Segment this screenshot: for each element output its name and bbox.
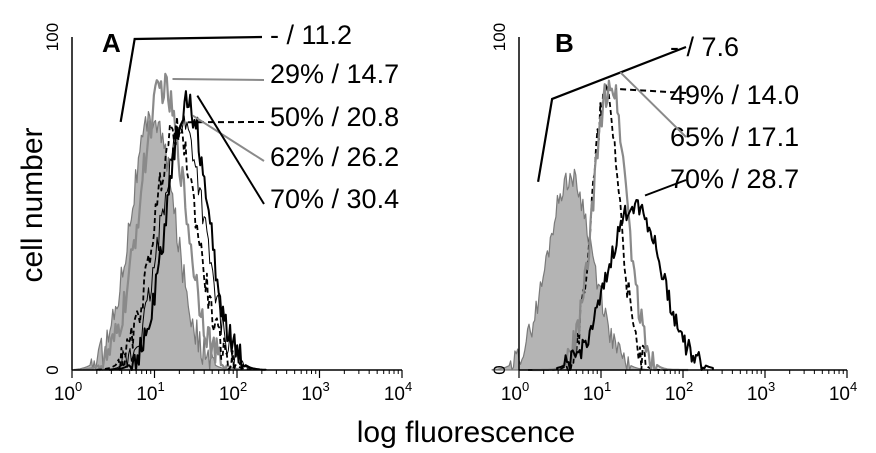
x-tick-label: 100 <box>501 379 529 405</box>
series-label: 65% / 17.1 <box>670 122 799 152</box>
panel-label: A <box>102 28 121 58</box>
leader-line <box>172 77 265 81</box>
leader-line <box>192 114 265 162</box>
x-tick-label: 101 <box>136 379 164 405</box>
series-label: 70% / 30.4 <box>270 184 399 214</box>
x-tick-label: 103 <box>301 379 329 405</box>
histogram-filled-gray <box>73 111 232 371</box>
x-tick-label: 102 <box>665 379 693 405</box>
panel-label: B <box>555 28 574 58</box>
x-tick-label: 100 <box>54 379 82 405</box>
series-label: - / 11.2 <box>270 20 352 50</box>
series-label: 50% / 20.8 <box>270 102 399 132</box>
x-tick-label: 104 <box>384 379 412 405</box>
series-label: - / 7.6 <box>670 32 739 62</box>
y-tick-label: 0 <box>43 365 62 374</box>
series-label: 62% / 26.2 <box>270 142 399 172</box>
y-tick-label: 100 <box>490 23 509 51</box>
leader-line <box>119 35 263 123</box>
leader-line <box>537 45 687 183</box>
x-tick-label: 101 <box>583 379 611 405</box>
y-axis-label: cell number <box>16 127 49 282</box>
panel-a: A 0 100 100 101 102 103 104 - / 11.2 29% / 14.7 50… <box>43 20 412 405</box>
x-tick-label: 104 <box>829 379 857 405</box>
leader-line <box>619 71 687 138</box>
y-tick-label: 100 <box>43 23 62 51</box>
series-label: 29% / 14.7 <box>270 59 399 89</box>
leader-line <box>644 179 687 197</box>
leader-line <box>196 95 265 205</box>
series-label: 70% / 28.7 <box>670 164 799 194</box>
histogram-black <box>556 199 714 371</box>
x-axis-label: log fluorescence <box>357 416 575 449</box>
x-tick-label: 102 <box>219 379 247 405</box>
panel-b: B 0 100 100 101 102 103 104 - / 7.6 49% / 14.0 65%… <box>490 23 857 405</box>
histogram-filled-gray <box>491 168 649 371</box>
x-tick-label: 103 <box>747 379 775 405</box>
histogram-gray <box>83 72 242 372</box>
series-label: 49% / 14.0 <box>670 80 799 110</box>
y-tick-label: 0 <box>490 365 509 374</box>
leader-line <box>615 87 687 94</box>
histogram-black <box>108 90 267 371</box>
